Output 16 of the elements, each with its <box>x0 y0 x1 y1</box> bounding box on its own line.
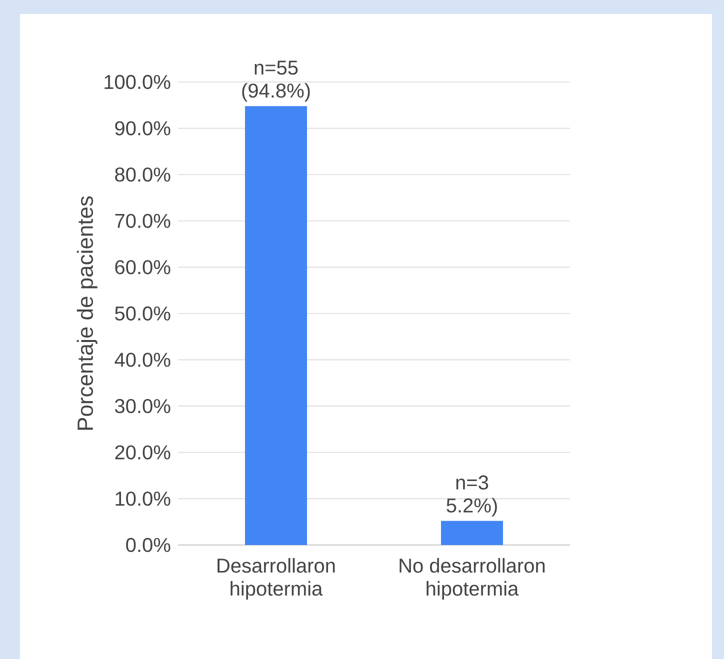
y-tick-label: 80.0% <box>115 168 170 182</box>
y-tick-label: 60.0% <box>115 260 170 274</box>
y-tick-label: 90.0% <box>115 121 170 136</box>
y-tick-label: 100.0% <box>104 74 170 90</box>
y-tick-label: 40.0% <box>114 352 170 367</box>
x-tick-label: Desarrollaron hipotermia <box>218 558 335 600</box>
y-tick-label: 30.0% <box>114 399 170 414</box>
y-tick-label: 50.0% <box>115 306 170 321</box>
data-label: n=3 5.2%) <box>446 475 497 517</box>
y-tick-label: 0.0% <box>126 538 170 552</box>
data-label: n=55 (94.8%) <box>242 60 310 102</box>
y-axis-title: Porcentaje de pacientes <box>76 196 98 430</box>
x-tick-label: No desarrollaron hipotermia <box>400 558 545 600</box>
y-tick-label: 70.0% <box>115 214 170 228</box>
y-tick-label: 20.0% <box>115 445 170 460</box>
y-tick-label: 10.0% <box>116 492 170 506</box>
